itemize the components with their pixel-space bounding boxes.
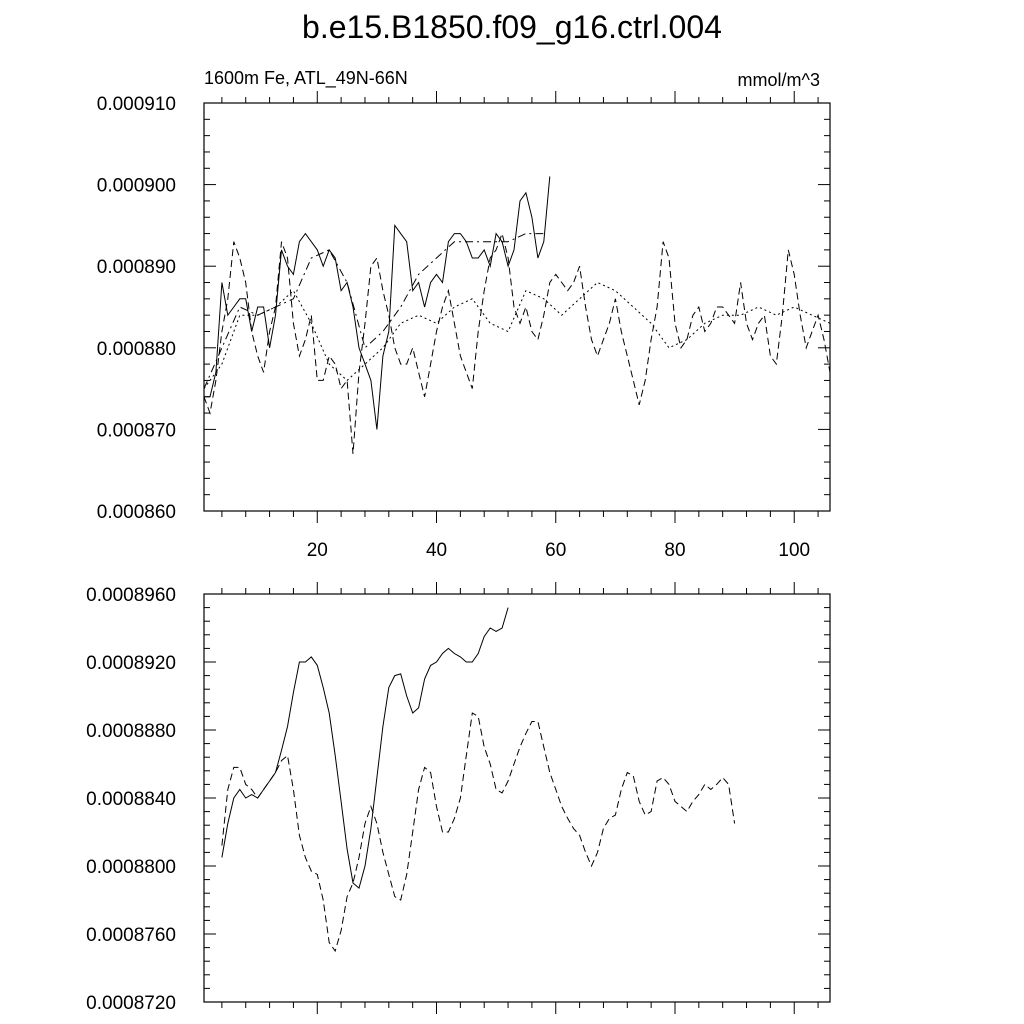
top-x-tick-label: 100 — [778, 540, 810, 561]
units-label: mmol/m^3 — [738, 70, 820, 90]
top-x-tick-label: 60 — [545, 540, 566, 561]
bottom-y-tick-label: 0.0008960 — [86, 585, 176, 606]
bottom-y-tick-label: 0.0008800 — [86, 857, 176, 878]
bottom-y-tick-label: 0.0008720 — [86, 993, 176, 1014]
bottom-y-axis: 0.0008720 0.0008760 0.0008800 0.0008840 0.00… — [86, 585, 830, 1014]
bottom-y-tick-label: 0.0008840 — [86, 789, 176, 810]
top-y-axis: 0.000860 0.000870 0.000880 0.000890 0.000900… — [97, 94, 830, 523]
bottom-y-tick-label: 0.0008880 — [86, 721, 176, 742]
variable-region-label: 1600m Fe, ATL_49N-66N — [204, 68, 408, 89]
bottom-x-axis — [221, 582, 819, 1014]
top-x-tick-label: 40 — [426, 540, 447, 561]
bottom-plot-frame — [203, 593, 831, 1003]
top-plot-panel: 0.000860 0.000870 0.000880 0.000890 0.000900… — [97, 91, 831, 561]
bottom-series-line-solid — [221, 607, 509, 889]
top-x-axis: 20 40 60 80 100 — [221, 91, 819, 561]
top-series-line-dashed — [203, 231, 831, 454]
top-series-line-dash-dot-dot — [203, 281, 831, 389]
top-y-tick-label: 0.000870 — [97, 420, 176, 441]
bottom-y-tick-label: 0.0008920 — [86, 653, 176, 674]
top-plot-series — [203, 176, 831, 454]
top-series-line-solid — [204, 176, 551, 430]
bottom-plot-panel: 0.0008720 0.0008760 0.0008800 0.0008840 0.00… — [86, 582, 831, 1014]
bottom-y-tick-label: 0.0008760 — [86, 925, 176, 946]
bottom-series-line-dashed — [221, 712, 736, 953]
top-y-tick-label: 0.000880 — [97, 339, 176, 360]
top-series-line-dash-dot — [203, 233, 544, 389]
top-y-tick-label: 0.000910 — [97, 94, 176, 115]
top-y-tick-label: 0.000860 — [97, 502, 176, 523]
top-y-tick-label: 0.000890 — [97, 257, 176, 278]
top-x-tick-label: 80 — [664, 540, 685, 561]
top-y-tick-label: 0.000900 — [97, 176, 176, 197]
top-plot-frame — [203, 102, 831, 512]
bottom-plot-series — [221, 607, 736, 953]
top-x-tick-label: 20 — [307, 540, 328, 561]
figure-title: b.e15.B1850.f09_g16.ctrl.004 — [302, 9, 722, 45]
